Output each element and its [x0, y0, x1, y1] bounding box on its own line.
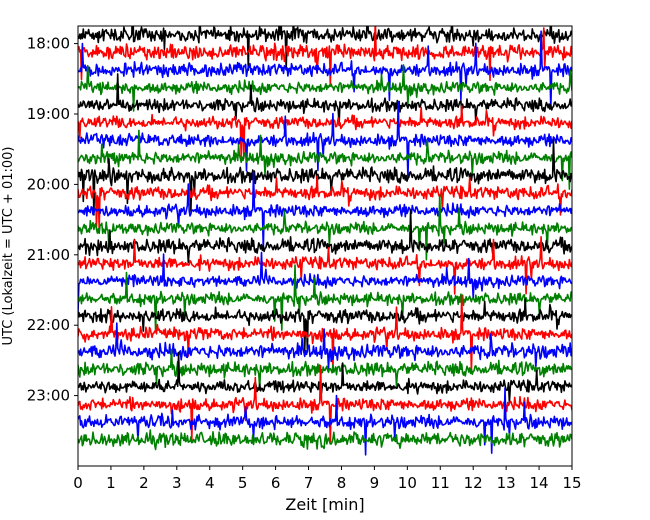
- y-tick-label: 23:00: [27, 387, 70, 405]
- trace-line: [78, 139, 572, 216]
- trace-line: [78, 429, 572, 451]
- trace-line: [78, 26, 572, 87]
- y-axis-label: UTC (Lokalzeit = UTC + 01:00): [1, 147, 16, 346]
- x-tick-label: 0: [73, 474, 83, 492]
- trace-line: [78, 387, 572, 456]
- x-tick-label: 8: [337, 474, 347, 492]
- trace-line: [78, 209, 572, 264]
- x-tick-label: 6: [271, 474, 281, 492]
- trace-line: [78, 171, 572, 251]
- x-tick-label: 15: [562, 474, 581, 492]
- x-tick-label: 10: [398, 474, 417, 492]
- seismic-traces: [78, 26, 572, 456]
- trace-line: [78, 73, 572, 127]
- x-tick-label: 12: [464, 474, 483, 492]
- plot-frame: [77, 25, 573, 467]
- x-tick-label: 11: [431, 474, 450, 492]
- trace-line: [78, 175, 572, 230]
- y-tick-label: 18:00: [27, 35, 70, 53]
- trace-line: [78, 193, 572, 261]
- trace-line: [78, 264, 572, 333]
- y-axis: 18:00 19:00 20:00 21:00 22:00 23:00: [27, 35, 78, 405]
- y-tick-label: 22:00: [27, 316, 70, 334]
- trace-line: [78, 351, 572, 404]
- trace-line: [78, 129, 572, 190]
- trace-line: [78, 101, 572, 180]
- x-tick-label: 9: [370, 474, 380, 492]
- trace-line: [78, 236, 572, 295]
- x-axis-label: Zeit [min]: [285, 495, 364, 514]
- y-tick-label: 20:00: [27, 175, 70, 193]
- trace-line: [78, 251, 572, 314]
- trace-line: [78, 298, 572, 353]
- x-tick-label: 2: [139, 474, 149, 492]
- y-tick-label: 19:00: [27, 105, 70, 123]
- y-tick-label: 21:00: [27, 246, 70, 264]
- trace-line: [78, 348, 572, 391]
- trace-line: [78, 322, 572, 370]
- x-tick-label: 4: [205, 474, 215, 492]
- x-tick-label: 1: [106, 474, 116, 492]
- trace-line: [78, 365, 572, 444]
- trace-line: [78, 26, 572, 71]
- trace-line: [78, 30, 572, 110]
- x-tick-label: 7: [304, 474, 314, 492]
- x-tick-label: 14: [530, 474, 549, 492]
- trace-line: [78, 105, 572, 159]
- x-tick-label: 13: [497, 474, 516, 492]
- x-tick-label: 3: [172, 474, 182, 492]
- x-axis: 0 1 2 3 4 5 6 7 8 9 10 11 12 13 14 15: [73, 466, 582, 492]
- trace-line: [78, 64, 572, 112]
- x-tick-label: 5: [238, 474, 248, 492]
